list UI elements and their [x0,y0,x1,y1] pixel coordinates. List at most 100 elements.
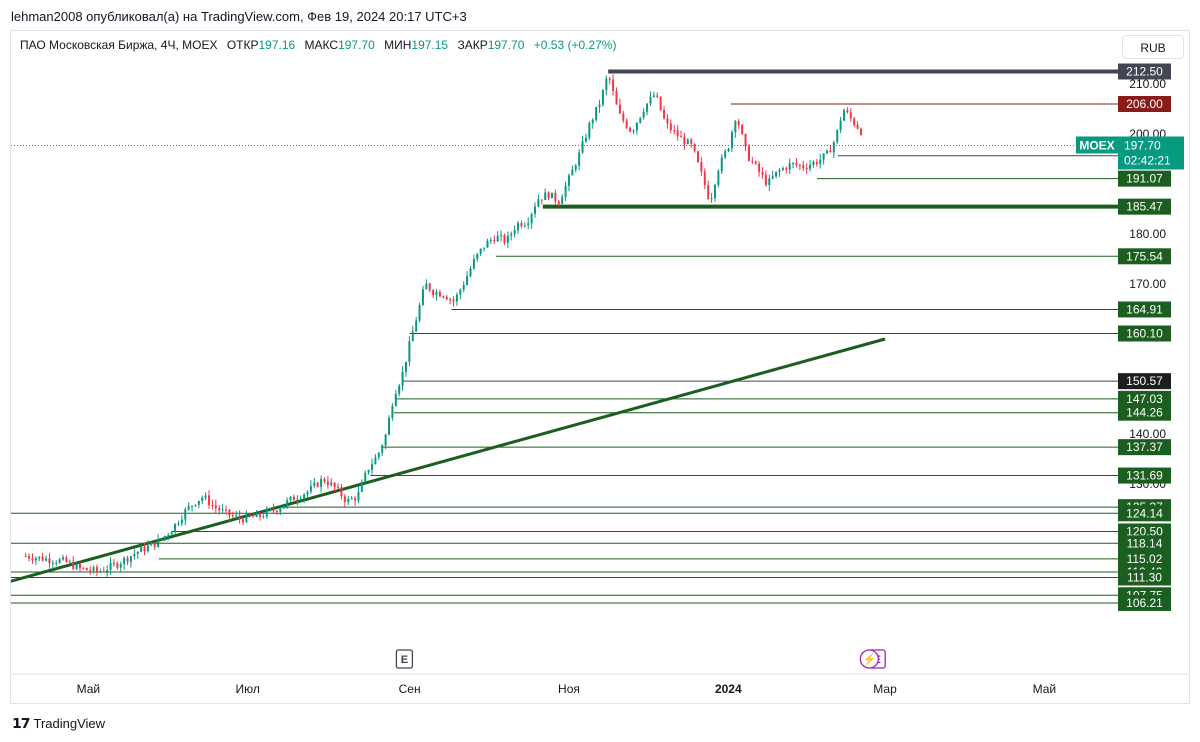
earnings-marker-icon[interactable]: E [395,649,414,669]
candle [163,535,166,542]
candle-body [500,235,503,237]
level-label: 131.69 [1118,467,1171,484]
candle-body [635,122,638,131]
candle-body [788,163,791,170]
level-label: 160.10 [1118,325,1171,342]
candle [394,390,397,407]
candle-body [853,118,856,125]
event-marker-text: E [401,654,408,666]
time-tick-label: Мар [873,682,897,696]
candle-body [157,539,160,547]
currency-button[interactable]: RUB [1122,35,1184,59]
dividend-marker-icon[interactable]: ⚡ [859,649,879,669]
candle-body [622,113,625,121]
candle [106,565,109,577]
candle-body [326,481,329,486]
level-label: 144.26 [1118,404,1171,421]
level-label-text: 164.91 [1126,302,1163,316]
candle [398,383,401,397]
candle-body [48,558,51,563]
candle [140,545,143,553]
level-label-bg [1118,439,1171,456]
candle [333,481,336,492]
candle-body [394,393,397,406]
candle [751,156,754,165]
time-tick-label: Сен [399,682,421,696]
candle-body [371,464,374,470]
candle [829,145,832,153]
candle-body [316,482,319,487]
last-price-countdown: 02:42:21 [1124,154,1171,168]
level-label: 106.21 [1118,594,1171,611]
candle-body [639,117,642,123]
candle [574,163,577,173]
candle-body [404,361,407,372]
candle-body [34,558,37,561]
candle [150,541,153,546]
candle-body [320,479,323,487]
candle-body [167,534,170,536]
candle [313,477,316,489]
candle-body [758,163,761,172]
level-label-text: 185.47 [1126,200,1163,214]
candle [187,502,190,511]
candle [153,542,156,551]
candle [846,107,849,114]
candle-body [690,139,693,144]
level-label-text: 120.50 [1126,525,1163,539]
candle-body [751,160,754,162]
legend-high-label: МАКС [304,38,339,52]
candle-body [177,523,180,525]
candle [24,552,27,557]
candle-body [126,557,129,562]
candle [788,158,791,174]
candle-body [163,535,166,540]
candle [520,220,523,229]
candle [727,147,730,153]
candle-body [204,495,207,498]
candle-body [296,499,299,501]
candle-body [822,153,825,160]
candle-body [625,120,628,128]
candle-body [347,498,350,503]
candle [550,192,553,199]
candle [354,496,357,507]
candle-body [24,556,27,557]
legend-open-value: 197.16 [258,38,296,52]
candle-body [72,561,75,569]
candle-body [832,142,835,153]
candle [720,154,723,175]
candle [761,167,764,179]
candle-body [374,457,377,465]
candle [629,126,632,133]
candle-body [466,276,469,285]
candle-body [252,516,255,518]
candle-body [432,290,435,296]
candle-body [28,556,31,559]
candle-body [764,174,767,185]
level-label: 115.02 [1118,550,1171,567]
candle [449,297,452,305]
candle [343,493,346,507]
candle [517,220,520,234]
candle [248,513,251,518]
candle-body [601,90,604,105]
candle [218,505,221,515]
candle [455,292,458,306]
candle-body [174,523,177,533]
candle [836,129,839,145]
candle [48,552,51,569]
candle-body [146,545,149,552]
candle-body [534,206,537,214]
candle [119,561,122,572]
footer-brand[interactable]: 𝟭𝟳 TradingView [12,715,105,732]
candle-body [493,240,496,242]
candle-body [116,563,119,568]
candle-body [805,168,808,170]
candle-body [306,491,309,495]
candle-body [187,506,190,510]
candle-body [778,169,781,172]
candle [503,233,506,246]
